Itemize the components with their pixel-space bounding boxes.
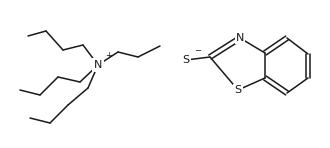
Text: N: N [236, 33, 244, 43]
Text: N: N [94, 60, 102, 70]
Text: −: − [194, 46, 201, 55]
Text: S: S [182, 55, 189, 65]
Text: S: S [234, 85, 242, 95]
Text: +: + [105, 51, 112, 60]
